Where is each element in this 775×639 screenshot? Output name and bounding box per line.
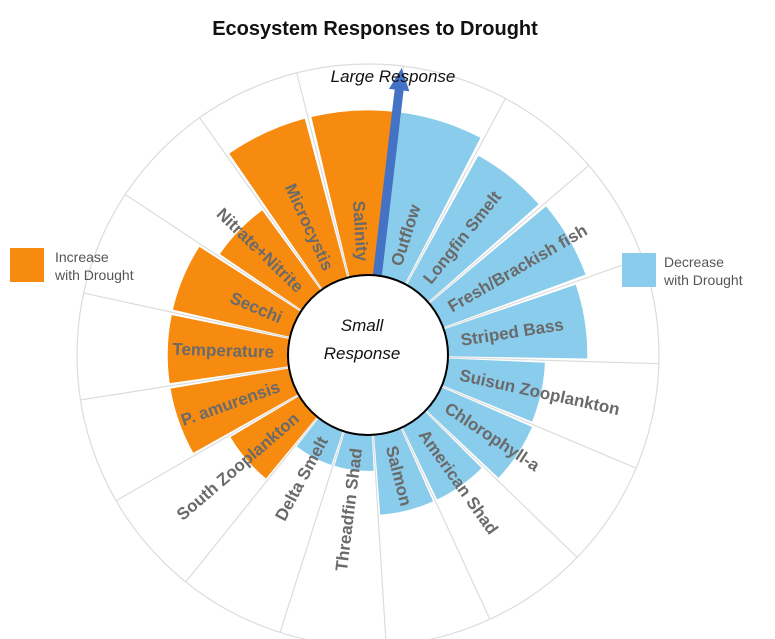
bar-longfin-smelt: [405, 155, 539, 304]
grid-outer-circle: [76, 63, 660, 639]
bar-microcystis: [229, 118, 348, 291]
grid-spoke: [428, 164, 590, 304]
legend-increase-line1: Increase: [55, 249, 109, 265]
grid-spoke: [279, 431, 345, 633]
bar-temperature: [167, 315, 292, 384]
bar-suisun-zooplankton: [440, 358, 545, 422]
bar-outflow: [378, 112, 481, 286]
bar-striped-bass: [441, 284, 588, 359]
grid-spoke: [425, 410, 578, 558]
grid-spoke: [405, 98, 506, 285]
label-temperature: Temperature: [172, 340, 274, 362]
arrow-shaft: [372, 83, 405, 279]
large-response-label: Large Response: [331, 67, 456, 86]
grid-spoke: [185, 417, 319, 583]
grid-spoke: [441, 385, 637, 469]
grid-spoke: [199, 117, 323, 291]
radial-grid: [76, 63, 660, 639]
bar-delta-smelt: [296, 416, 344, 465]
center-circle: [287, 274, 449, 436]
grid-spoke: [115, 394, 300, 502]
arrow-head: [388, 67, 410, 92]
grid-spoke: [80, 366, 290, 401]
legend-swatch-decrease: [622, 253, 656, 287]
grid-spoke: [124, 194, 302, 312]
center-label-response: Response: [324, 344, 401, 363]
legend-decrease-line1: Decrease: [664, 254, 724, 270]
grid-spoke: [443, 257, 643, 329]
grid-spoke: [296, 72, 349, 278]
grid-spoke: [447, 356, 659, 365]
bar-threadfin-shad: [334, 429, 374, 471]
bar-secchi: [172, 246, 303, 338]
legend-increase-line2: with Drought: [54, 267, 134, 283]
bar-p-amurensis: [170, 368, 300, 453]
bar-nitrate-nitrite: [219, 210, 322, 312]
bar-chlorophyll-a: [424, 386, 533, 478]
label-salinity: Salinity: [349, 200, 372, 262]
bar-salinity: [311, 110, 395, 280]
chart-title: Ecosystem Responses to Drought: [212, 18, 538, 40]
grid-spoke: [400, 427, 491, 620]
bars-group: [167, 110, 588, 515]
center-label-small: Small: [341, 316, 385, 335]
bar-salmon: [373, 426, 434, 515]
legend-decrease-line2: with Drought: [663, 272, 743, 288]
grid-spoke: [372, 434, 387, 639]
legend-swatch-increase: [10, 248, 44, 282]
bar-south-zooplankton: [230, 395, 319, 479]
bar-fresh-brackish-fish: [427, 206, 586, 328]
bar-american-shad: [401, 410, 482, 500]
grid-spoke: [83, 292, 290, 339]
large-response-arrow: [372, 67, 410, 279]
